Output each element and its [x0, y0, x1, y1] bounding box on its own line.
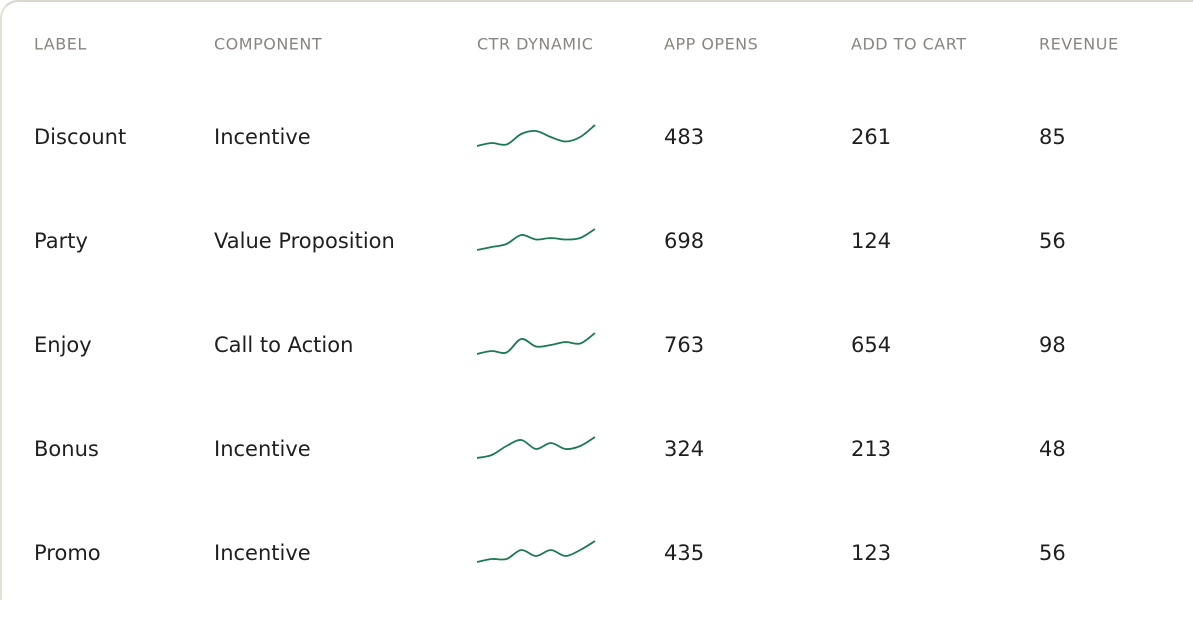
- add-to-cart-cell: 654: [851, 333, 892, 357]
- add-to-cart-cell: 261: [851, 125, 892, 149]
- sparkline: [476, 436, 596, 459]
- app-opens-cell: 435: [664, 541, 705, 565]
- revenue-cell: 56: [1039, 229, 1066, 253]
- app-opens-cell: 698: [664, 229, 705, 253]
- component-cell: Incentive: [214, 541, 311, 565]
- component-cell: Call to Action: [214, 333, 354, 357]
- column-header: LABEL: [34, 34, 87, 54]
- column-header: CTR DYNAMIC: [477, 34, 594, 54]
- column-header: APP OPENS: [664, 34, 759, 54]
- add-to-cart-cell: 123: [851, 541, 892, 565]
- component-cell: Incentive: [214, 437, 311, 461]
- sparkline: [476, 540, 596, 563]
- component-cell: Value Proposition: [214, 229, 395, 253]
- app-opens-cell: 763: [664, 333, 705, 357]
- column-header: REVENUE: [1039, 34, 1119, 54]
- sparkline: [476, 124, 596, 147]
- sparkline: [476, 228, 596, 251]
- label-cell: Bonus: [34, 437, 99, 461]
- app-opens-cell: 324: [664, 437, 705, 461]
- label-cell: Discount: [34, 125, 127, 149]
- table-card: [0, 0, 1193, 600]
- add-to-cart-cell: 213: [851, 437, 892, 461]
- revenue-cell: 56: [1039, 541, 1066, 565]
- revenue-cell: 85: [1039, 125, 1066, 149]
- column-header: ADD TO CART: [851, 34, 967, 54]
- app-opens-cell: 483: [664, 125, 705, 149]
- revenue-cell: 98: [1039, 333, 1066, 357]
- revenue-cell: 48: [1039, 437, 1066, 461]
- column-header: COMPONENT: [214, 34, 323, 54]
- label-cell: Promo: [34, 541, 101, 565]
- label-cell: Party: [34, 229, 88, 253]
- component-cell: Incentive: [214, 125, 311, 149]
- label-cell: Enjoy: [34, 333, 92, 357]
- add-to-cart-cell: 124: [851, 229, 892, 253]
- sparkline: [476, 332, 596, 355]
